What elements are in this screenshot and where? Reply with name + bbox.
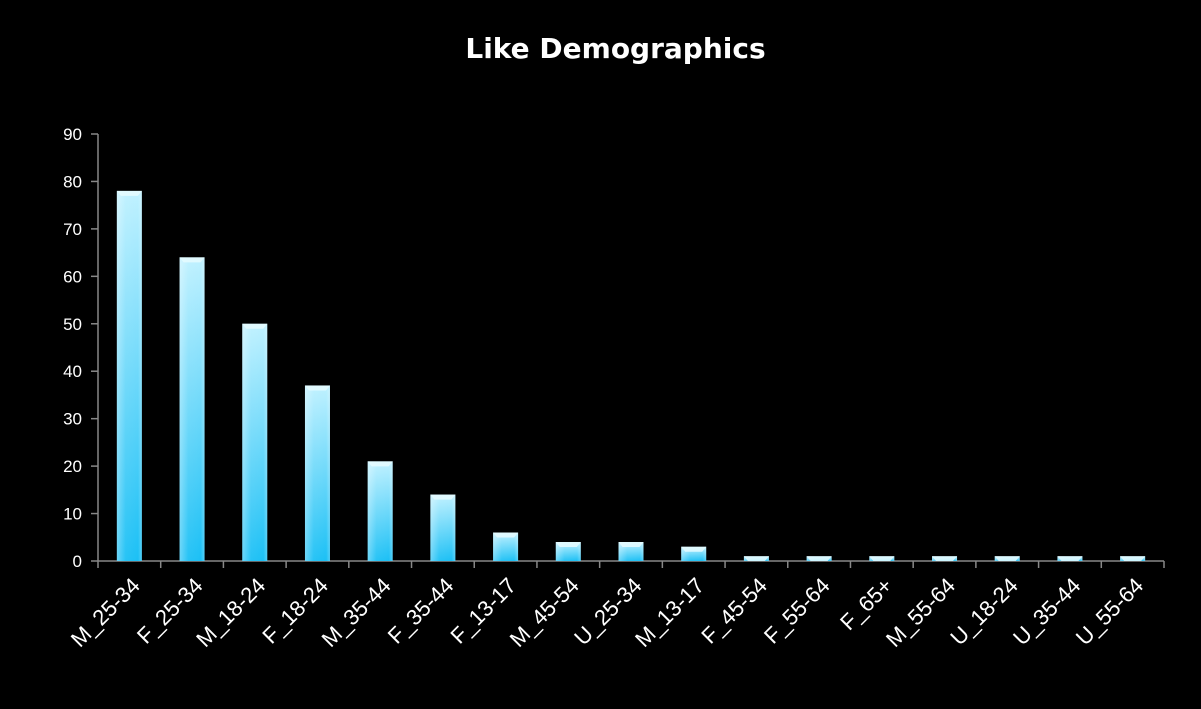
bar: [367, 461, 393, 561]
bar: [1057, 556, 1083, 561]
bar-shine: [304, 385, 330, 561]
bar: [994, 556, 1020, 561]
bar: [806, 556, 832, 561]
bar-cap: [681, 546, 707, 552]
bar-cap: [743, 556, 769, 561]
bar-cap: [367, 461, 393, 467]
y-tick-label: 40: [63, 362, 82, 381]
y-tick-label: 20: [63, 457, 82, 476]
bar: [869, 556, 895, 561]
bar-cap: [555, 542, 581, 548]
bars: [116, 190, 1146, 561]
x-tick-label: U_18-24: [945, 573, 1022, 650]
bar-cap: [869, 556, 895, 561]
bar: [681, 546, 707, 561]
bar-shine: [367, 461, 393, 561]
bar: [179, 257, 205, 561]
x-tick-label: M_13-17: [630, 573, 709, 652]
bar-shine: [242, 323, 268, 561]
y-tick-label: 80: [63, 172, 82, 191]
bar: [743, 556, 769, 561]
bar: [430, 494, 456, 561]
bar: [304, 385, 330, 561]
bar-cap: [618, 542, 644, 548]
x-tick-label: F_35-44: [383, 573, 459, 649]
y-tick-label: 10: [63, 505, 82, 524]
bar-shine: [179, 257, 205, 561]
x-tick-label: M_35-44: [317, 573, 396, 652]
bar: [493, 532, 519, 561]
x-tick-label: M_45-54: [505, 573, 584, 652]
bar-cap: [932, 556, 958, 561]
bar-cap: [116, 190, 142, 196]
y-tick-label: 70: [63, 220, 82, 239]
x-tick-label: M_25-34: [66, 573, 145, 652]
bar-cap: [304, 385, 330, 391]
bar: [618, 542, 644, 561]
x-tick-label: U_55-64: [1071, 573, 1148, 650]
bar-cap: [179, 257, 205, 263]
bar-shine: [430, 494, 456, 561]
bar: [1120, 556, 1146, 561]
bar-cap: [493, 532, 519, 538]
bar: [932, 556, 958, 561]
x-tick-label: M_18-24: [191, 573, 270, 652]
bar-cap: [1120, 556, 1146, 561]
x-axis-tick-labels: M_25-34F_25-34M_18-24F_18-24M_35-44F_35-…: [66, 573, 1148, 652]
bar-cap: [806, 556, 832, 561]
x-tick-label: F_65+: [835, 573, 897, 635]
x-tick-label: M_55-64: [881, 573, 960, 652]
y-tick-label: 60: [63, 267, 82, 286]
bar-cap: [1057, 556, 1083, 561]
x-tick-label: F_45-54: [696, 573, 772, 649]
bar: [555, 542, 581, 561]
bar-cap: [994, 556, 1020, 561]
bar: [242, 323, 268, 561]
y-tick-label: 50: [63, 315, 82, 334]
bar-cap: [430, 494, 456, 500]
bar-shine: [116, 190, 142, 561]
y-tick-label: 0: [73, 552, 82, 571]
y-tick-label: 30: [63, 410, 82, 429]
x-tick-label: U_35-44: [1008, 573, 1085, 650]
y-axis-tick-labels: 0 10 20 30 40 50 60 70 80 90: [63, 125, 82, 571]
bar-cap: [242, 323, 268, 329]
y-tick-label: 90: [63, 125, 82, 144]
chart-title: Like Demographics: [465, 32, 766, 65]
bar: [116, 190, 142, 561]
x-tick-label: F_55-64: [759, 573, 835, 649]
